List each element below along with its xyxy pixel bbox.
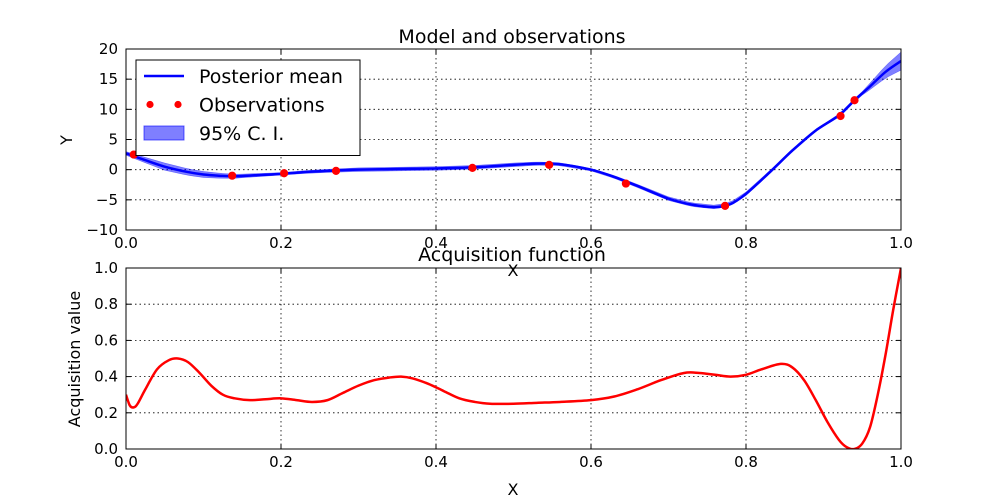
acquisition-x-tick-label: 0.4	[424, 453, 448, 471]
model-observation-point	[836, 111, 845, 121]
model-x-tick-label: 0.0	[114, 234, 138, 252]
model-legend: Posterior mean Observations 95% C. I.	[135, 59, 361, 156]
model-chart-title: Model and observations	[398, 26, 625, 48]
model-y-tick-label: −10	[86, 221, 118, 239]
model-legend-marker	[146, 100, 154, 109]
acquisition-y-axis-label: Acquisition value	[65, 291, 84, 427]
model-observation-point	[850, 96, 859, 105]
model-x-tick-label: 1.0	[889, 234, 913, 252]
acquisition-y-tick-label: 0.0	[94, 440, 118, 458]
acquisition-chart-title: Acquisition function	[418, 244, 606, 266]
acquisition-x-tick-label: 0.2	[269, 453, 293, 471]
model-y-tick-label: 0	[108, 161, 118, 179]
model-y-tick-label: 15	[99, 70, 118, 88]
model-observation-point	[545, 160, 554, 169]
acquisition-y-tick-label: 0.6	[94, 331, 118, 349]
model-x-tick-label: 0.8	[734, 234, 758, 252]
acquisition-y-tick-label: 0.8	[94, 295, 118, 313]
model-y-tick-label: 5	[108, 131, 118, 149]
model-observation-point	[468, 163, 477, 172]
model-subplot: Model and observations X Y 0.0 0.2 0.4 0.6 0…	[57, 26, 913, 280]
model-legend-swatch	[143, 125, 185, 141]
model-legend-marker	[174, 100, 182, 109]
acquisition-x-axis-label: X	[508, 480, 519, 499]
model-x-axis-label: X	[508, 261, 519, 280]
model-x-tick-label: 0.2	[269, 234, 293, 252]
model-observation-point	[228, 171, 237, 180]
model-observation-point	[720, 201, 730, 210]
model-legend-label: 95% C. I.	[199, 123, 284, 145]
model-observation-point	[621, 179, 630, 188]
model-legend-label: Posterior mean	[199, 66, 343, 88]
acquisition-series-line	[126, 268, 901, 449]
model-y-axis-label: Y	[57, 135, 76, 146]
acquisition-y-tick-label: 1.0	[94, 259, 118, 277]
model-confidence-band	[126, 51, 901, 210]
acquisition-x-tick-label: 1.0	[889, 453, 913, 471]
model-y-tick-label: −5	[96, 191, 118, 209]
model-legend-label: Observations	[199, 95, 325, 117]
model-y-tick-label: 20	[99, 40, 118, 58]
model-y-tick-label: 10	[99, 100, 118, 118]
model-x-tick-label: 0.4	[424, 234, 448, 252]
model-observation-point	[280, 169, 289, 178]
acquisition-x-tick-label: 0.6	[579, 453, 603, 471]
acquisition-y-tick-label: 0.4	[94, 368, 118, 386]
model-observation-point	[331, 166, 341, 175]
acquisition-x-tick-label: 0.8	[734, 453, 758, 471]
acquisition-plot-frame	[125, 267, 902, 450]
model-plot-frame	[125, 48, 902, 231]
acquisition-x-tick-label: 0.0	[114, 453, 138, 471]
model-x-tick-label: 0.6	[579, 234, 603, 252]
acquisition-subplot: Acquisition function X Acquisition value…	[65, 244, 913, 499]
acquisition-y-tick-label: 0.2	[94, 404, 118, 422]
